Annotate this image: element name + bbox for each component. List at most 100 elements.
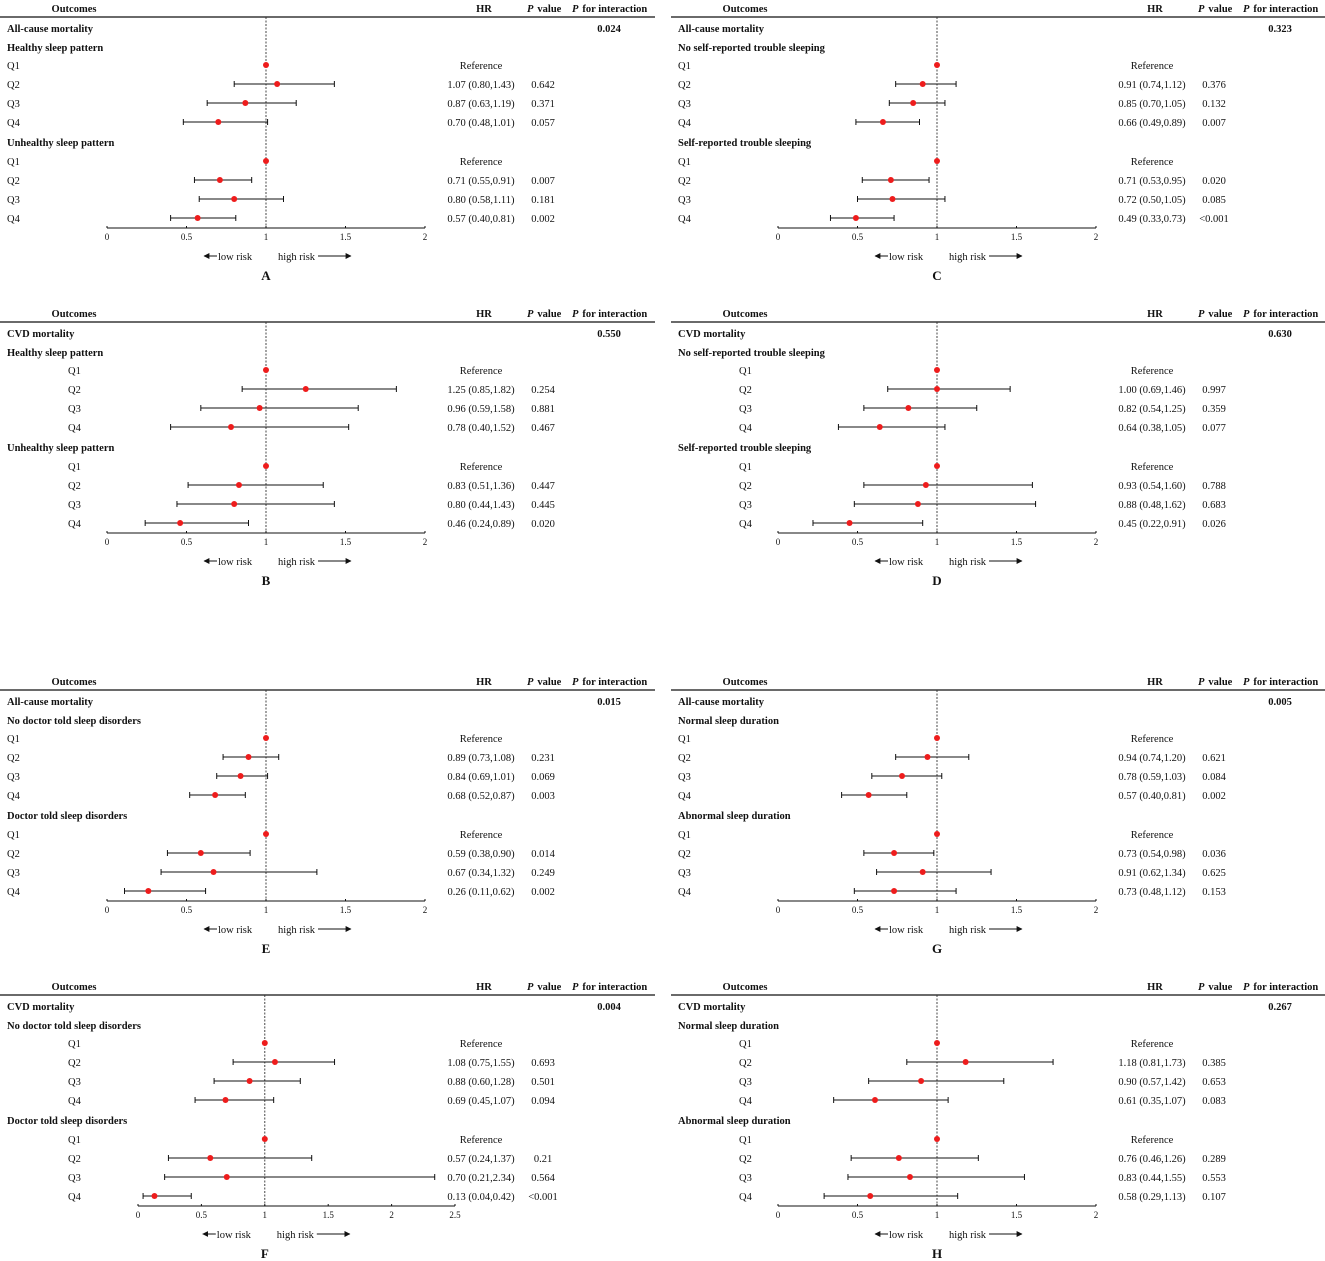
quartile-label: Q1: [7, 830, 20, 841]
hr-point: [212, 792, 219, 798]
p-value-word: value: [537, 982, 561, 993]
hr-point: [263, 735, 269, 741]
hr-ci-text: 0.70 (0.21,2.34): [447, 1173, 515, 1184]
x-tick-label: 0: [776, 232, 781, 242]
high-risk-label: high risk: [277, 1230, 315, 1241]
quartile-label: Q1: [678, 61, 691, 72]
hr-point: [934, 1136, 940, 1142]
high-risk-label: high risk: [949, 557, 987, 568]
hr-point: [934, 463, 940, 469]
hr-ci-text: 0.72 (0.50,1.05): [1118, 195, 1186, 206]
outcome-label: All-cause mortality: [678, 24, 765, 35]
quartile-label: Q4: [68, 519, 82, 530]
for-interaction-word: for interaction: [582, 982, 647, 993]
hr-ci-text: 0.64 (0.38,1.05): [1118, 423, 1186, 434]
panel-letter: C: [932, 268, 941, 283]
p-interaction-value: 0.005: [1268, 697, 1292, 708]
hr-point: [222, 1097, 229, 1103]
group-label: Abnormal sleep duration: [678, 1116, 791, 1127]
p-italic: P: [1243, 982, 1250, 993]
x-tick-label: 1: [935, 905, 940, 915]
hr-ci-text: Reference: [1131, 734, 1174, 745]
group-label: No self-reported trouble sleeping: [678, 43, 826, 54]
x-tick-label: 2: [423, 232, 428, 242]
hr-ci-text: 0.89 (0.73,1.08): [447, 753, 515, 764]
hr-point: [871, 1097, 878, 1103]
p-value: <0.001: [528, 1192, 558, 1203]
hr-ci-text: 0.76 (0.46,1.26): [1118, 1154, 1186, 1165]
outcome-label: CVD mortality: [7, 1002, 75, 1013]
p-interaction-value: 0.630: [1268, 329, 1292, 340]
for-interaction-word: for interaction: [582, 309, 647, 320]
hr-point: [891, 850, 898, 856]
x-tick-label: 0.5: [852, 905, 864, 915]
quartile-label: Q2: [739, 385, 752, 396]
hr-point: [919, 81, 926, 87]
hr-point: [215, 119, 222, 125]
hr-ci-text: 0.57 (0.40,0.81): [1118, 791, 1186, 802]
p-italic: P: [1198, 677, 1205, 688]
p-value: 0.153: [1202, 887, 1226, 898]
p-value: 0.445: [531, 500, 555, 511]
hr-ci-text: 0.26 (0.11,0.62): [448, 887, 515, 898]
low-risk-label: low risk: [889, 925, 924, 936]
p-value: 0.077: [1202, 423, 1226, 434]
quartile-label: Q1: [68, 366, 81, 377]
hr-point: [876, 424, 883, 430]
x-tick-label: 1.5: [340, 905, 352, 915]
hr-ci-text: 0.73 (0.54,0.98): [1118, 849, 1186, 860]
column-header-outcomes: Outcomes: [52, 309, 97, 320]
x-tick-label: 0: [105, 537, 110, 547]
p-value: <0.001: [1199, 214, 1229, 225]
quartile-label: Q3: [678, 99, 691, 110]
p-value-word: value: [1208, 677, 1232, 688]
x-tick-label: 0.5: [196, 1210, 208, 1220]
x-tick-label: 0.5: [852, 232, 864, 242]
p-value: 0.069: [531, 772, 555, 783]
hr-point: [177, 520, 184, 526]
quartile-label: Q2: [678, 849, 691, 860]
x-tick-label: 2: [1094, 1210, 1099, 1220]
quartile-label: Q2: [7, 849, 20, 860]
p-value: 0.693: [531, 1058, 555, 1069]
outcome-label: CVD mortality: [678, 329, 746, 340]
x-tick-label: 1: [264, 537, 269, 547]
outcome-label: All-cause mortality: [7, 697, 94, 708]
column-header-outcomes: Outcomes: [723, 4, 768, 15]
x-tick-label: 1.5: [1011, 232, 1023, 242]
hr-point: [256, 405, 263, 411]
quartile-label: Q2: [739, 1058, 752, 1069]
p-value: 0.385: [1202, 1058, 1226, 1069]
hr-ci-text: 0.67 (0.34,1.32): [447, 868, 515, 879]
x-tick-label: 1.5: [340, 232, 352, 242]
hr-point: [302, 386, 309, 392]
hr-point: [934, 735, 940, 741]
hr-ci-text: 0.46 (0.24,0.89): [447, 519, 515, 530]
group-label: Self-reported trouble sleeping: [678, 138, 812, 149]
column-header-outcomes: Outcomes: [52, 677, 97, 688]
p-value: 0.083: [1202, 1096, 1226, 1107]
p-value: 0.107: [1202, 1192, 1226, 1203]
low-risk-label: low risk: [889, 1230, 924, 1241]
p-value: 0.057: [531, 118, 555, 129]
group-label: Normal sleep duration: [678, 716, 779, 727]
quartile-label: Q1: [678, 734, 691, 745]
p-value: 0.501: [531, 1077, 555, 1088]
quartile-label: Q1: [739, 1135, 752, 1146]
hr-ci-text: Reference: [460, 157, 503, 168]
x-tick-label: 1: [935, 232, 940, 242]
column-header-hr: HR: [476, 982, 492, 993]
quartile-label: Q2: [68, 385, 81, 396]
quartile-label: Q1: [7, 157, 20, 168]
p-italic: P: [527, 677, 534, 688]
hr-ci-text: 0.90 (0.57,1.42): [1118, 1077, 1186, 1088]
low-risk-label: low risk: [218, 557, 253, 568]
x-tick-label: 1: [264, 905, 269, 915]
quartile-label: Q2: [68, 481, 81, 492]
p-value: 0.553: [1202, 1173, 1226, 1184]
